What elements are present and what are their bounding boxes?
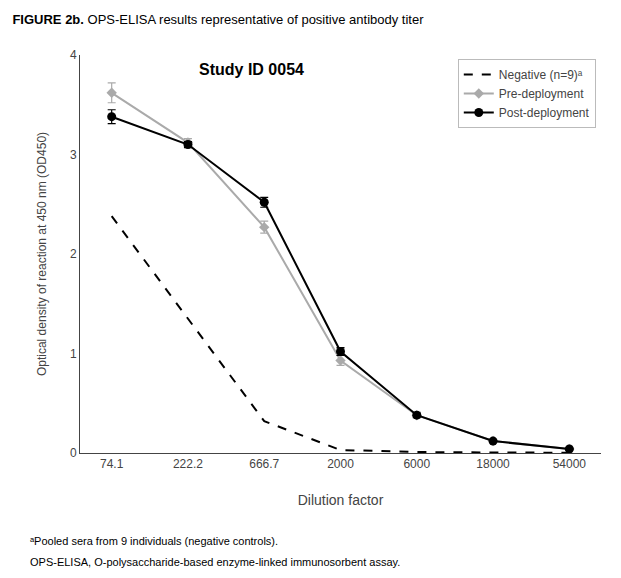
svg-text:3: 3 (70, 148, 77, 162)
svg-text:Negative (n=9)ᵃ: Negative (n=9)ᵃ (499, 68, 583, 82)
svg-text:1: 1 (70, 347, 77, 361)
svg-text:54000: 54000 (553, 457, 587, 471)
svg-text:ᵃPooled sera from 9 individual: ᵃPooled sera from 9 individuals (negativ… (30, 535, 278, 547)
svg-text:18000: 18000 (476, 457, 510, 471)
svg-text:2: 2 (70, 247, 77, 261)
svg-text:Post-deployment: Post-deployment (499, 106, 590, 120)
svg-text:Optical density of reaction at: Optical density of reaction at 450 nm (O… (35, 132, 49, 376)
svg-text:4: 4 (70, 48, 77, 62)
svg-text:Pre-deployment: Pre-deployment (499, 87, 584, 101)
svg-text:FIGURE 2b. OPS-ELISA results r: FIGURE 2b. OPS-ELISA results representat… (12, 12, 424, 27)
svg-text:Dilution factor: Dilution factor (298, 492, 384, 508)
svg-text:OPS-ELISA, O-polysaccharide-ba: OPS-ELISA, O-polysaccharide-based enzyme… (30, 556, 400, 568)
svg-text:222.2: 222.2 (173, 457, 203, 471)
svg-text:666.7: 666.7 (249, 457, 279, 471)
svg-text:6000: 6000 (403, 457, 430, 471)
svg-text:2000: 2000 (327, 457, 354, 471)
svg-text:0: 0 (70, 446, 77, 460)
svg-text:Study ID 0054: Study ID 0054 (199, 61, 304, 78)
svg-text:74.1: 74.1 (100, 457, 124, 471)
